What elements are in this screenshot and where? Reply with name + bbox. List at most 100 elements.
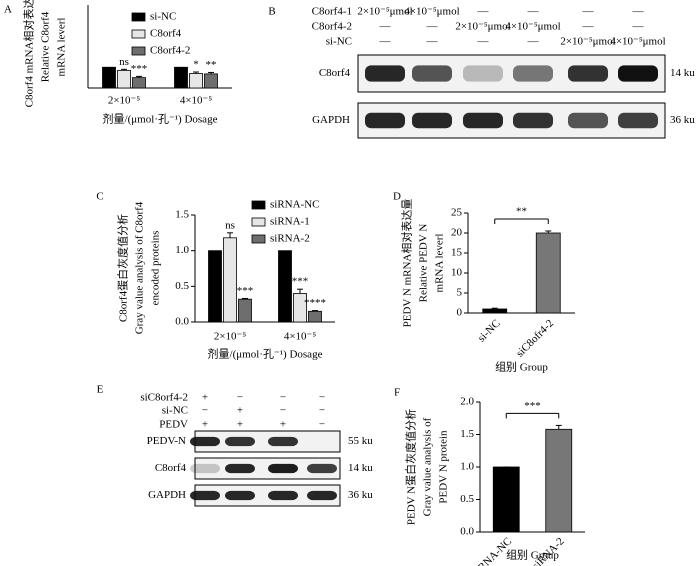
band xyxy=(463,112,503,129)
band-size: 14 ku xyxy=(348,462,373,474)
lane-value: — xyxy=(527,36,540,48)
band xyxy=(225,490,255,501)
significance: *** xyxy=(131,63,148,75)
significance: ns xyxy=(119,56,129,68)
lane-value: + xyxy=(202,392,208,404)
panel-label: A xyxy=(4,4,12,16)
band-size: 36 ku xyxy=(348,489,373,501)
y-axis-label: Relative C8orf4 xyxy=(40,11,52,82)
legend-label: C8orf4 xyxy=(150,28,182,40)
y-axis-label: Gray value analysis of xyxy=(422,417,434,516)
y-tick-label: 15 xyxy=(451,247,463,259)
lane-value: − xyxy=(280,392,286,404)
panel-label: F xyxy=(394,387,400,399)
band xyxy=(365,112,405,129)
legend-label: siRNA-NC xyxy=(270,199,320,211)
blot-frame xyxy=(357,54,666,93)
band xyxy=(568,112,608,129)
band-label: C8orf4 xyxy=(155,462,187,474)
lane-value: — xyxy=(477,36,490,48)
band xyxy=(225,436,255,447)
legend-label: si-NC xyxy=(150,11,176,23)
y-axis-label: PEDV N protein xyxy=(438,430,450,504)
x-tick-label: 4×10⁻⁵ xyxy=(180,95,213,107)
significance: * xyxy=(193,59,199,71)
y-tick-label: 0.0 xyxy=(175,316,189,328)
lane-value: + xyxy=(202,419,208,431)
y-tick-label: 0 xyxy=(457,307,463,319)
condition-label: C8orf4-1 xyxy=(312,6,352,18)
condition-label: siC8orf4-2 xyxy=(140,392,188,404)
y-tick-label: 25 xyxy=(451,207,463,219)
y-tick-label: 0.0 xyxy=(460,526,474,538)
band xyxy=(412,65,452,82)
bar xyxy=(308,310,322,323)
x-tick-label: 2×10⁻⁵ xyxy=(214,331,247,343)
y-tick-label: 1.0 xyxy=(460,461,474,473)
lane-value: — xyxy=(527,6,540,18)
legend-label: siRNA-1 xyxy=(270,216,310,228)
lane-value: 2×10⁻⁵μmol xyxy=(357,6,412,18)
bar xyxy=(535,232,561,314)
y-tick-label: 1.0 xyxy=(175,244,189,256)
bar xyxy=(278,250,292,323)
legend-swatch xyxy=(251,234,266,244)
band xyxy=(190,436,220,447)
lane-value: + xyxy=(280,419,286,431)
band xyxy=(513,112,553,129)
band xyxy=(190,490,220,501)
x-tick-label: si-NC xyxy=(476,317,503,344)
lane-value: — xyxy=(632,6,645,18)
lane-value: − xyxy=(202,405,208,417)
x-tick-label: siC8ofr4-2 xyxy=(514,317,556,359)
y-tick-label: 0.5 xyxy=(460,493,474,505)
lane-value: — xyxy=(582,21,595,33)
band xyxy=(268,463,298,474)
bar xyxy=(238,298,252,323)
x-tick-label: 4×10⁻⁵ xyxy=(284,331,317,343)
band xyxy=(568,65,608,82)
bar xyxy=(204,73,218,89)
lane-value: + xyxy=(237,419,243,431)
band-size: 14 ku xyxy=(670,67,695,79)
band-size: 55 ku xyxy=(348,435,373,447)
legend-swatch xyxy=(251,217,266,227)
y-tick-label: 1.5 xyxy=(175,209,189,221)
band-label: C8orf4 xyxy=(319,67,351,79)
panel-label: E xyxy=(97,384,104,396)
x-axis-label: 组别 Group xyxy=(495,360,548,374)
x-axis-label: 剂量/(μmol·孔⁻¹) Dosage xyxy=(103,112,218,126)
lane-value: − xyxy=(319,419,325,431)
lane-value: — xyxy=(426,21,439,33)
lane-value: − xyxy=(319,392,325,404)
band-label: GAPDH xyxy=(312,114,350,126)
band xyxy=(618,112,658,129)
significance: ** xyxy=(516,206,527,218)
band xyxy=(268,490,298,501)
bar xyxy=(132,77,146,89)
blot-frame xyxy=(357,102,666,139)
x-tick-label: 2×10⁻⁵ xyxy=(108,95,141,107)
bar xyxy=(117,69,131,89)
legend-swatch xyxy=(131,29,146,39)
significance: *** xyxy=(237,285,254,297)
bar xyxy=(223,237,237,323)
legend-label: C8orf4-2 xyxy=(150,45,190,57)
y-tick-label: 20 xyxy=(451,227,463,239)
band xyxy=(463,65,503,82)
y-tick-label: 1.5 xyxy=(460,428,474,440)
y-tick-label: 5 xyxy=(457,287,463,299)
lane-value: — xyxy=(426,36,439,48)
band xyxy=(307,490,337,501)
panel-label: C xyxy=(96,191,103,203)
bar xyxy=(208,250,222,323)
lane-value: − xyxy=(237,392,243,404)
lane-value: — xyxy=(379,36,392,48)
y-axis-label: C8orf4 mRNA相对表达量 xyxy=(22,0,36,107)
y-tick-label: 0.5 xyxy=(175,280,189,292)
y-axis-label: PEDV N mRNA相对表达量 xyxy=(400,199,414,328)
y-axis-label: Relative PEDV N xyxy=(418,224,430,303)
condition-label: si-NC xyxy=(162,405,188,417)
bar xyxy=(545,428,573,533)
lane-value: — xyxy=(582,6,595,18)
